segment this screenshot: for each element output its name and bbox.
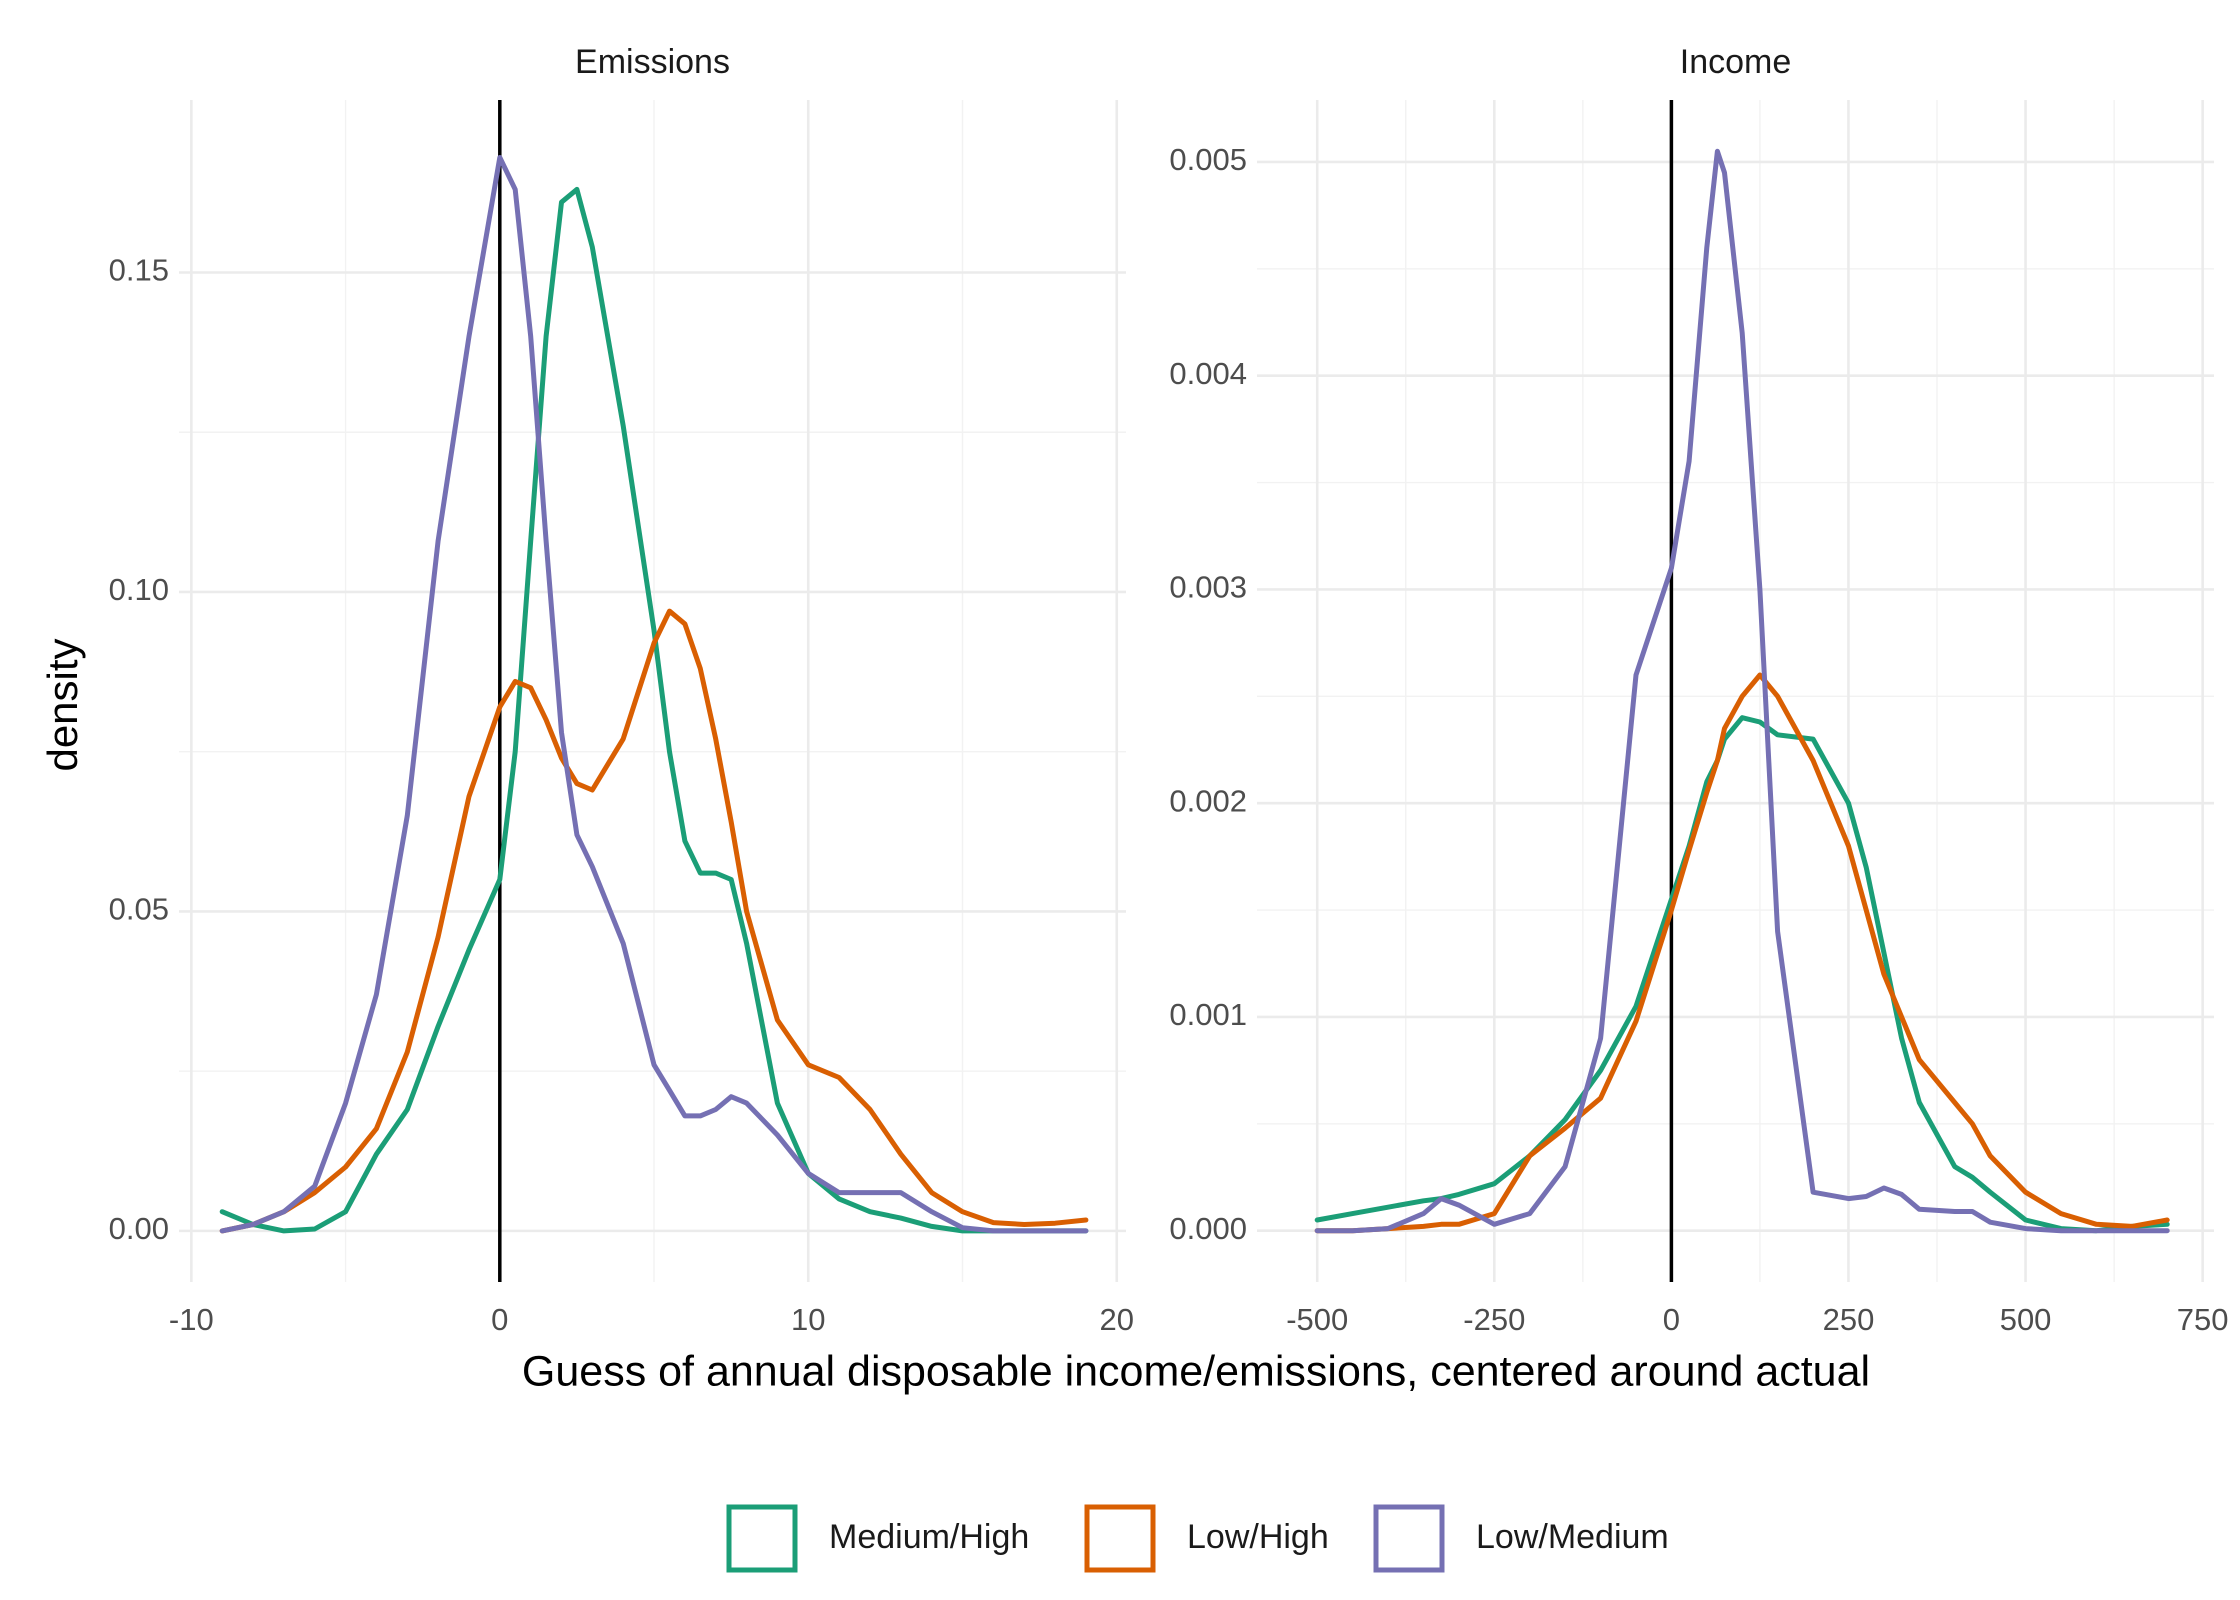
y-tick-label: 0.15 [109, 253, 169, 288]
y-tick-label: 0.003 [1169, 570, 1247, 605]
x-tick-label: 10 [791, 1302, 825, 1337]
legend-swatch [726, 1504, 798, 1573]
density-line [1314, 715, 2170, 1234]
y-tick-label: 0.001 [1169, 997, 1247, 1032]
y-tick-label: 0.000 [1169, 1211, 1247, 1246]
legend-label: Medium/High [829, 1518, 1029, 1556]
y-tick-label: 0.004 [1169, 356, 1247, 391]
legend-swatch [1084, 1504, 1156, 1573]
density-line [1314, 672, 2170, 1234]
density-line [1314, 148, 2170, 1234]
density-line [219, 186, 1089, 1234]
x-axis-label: Guess of annual disposable income/emissi… [522, 1347, 1870, 1395]
legend-swatch [1373, 1504, 1445, 1573]
x-tick-label: 0 [1663, 1302, 1680, 1337]
x-tick-label: 20 [1100, 1302, 1134, 1337]
x-tick-label: -500 [1286, 1302, 1348, 1337]
x-tick-label: 500 [2000, 1302, 2052, 1337]
panel-title: Emissions [575, 43, 730, 81]
y-axis-label: density [39, 638, 86, 771]
density-line [219, 608, 1089, 1234]
x-tick-label: -250 [1463, 1302, 1525, 1337]
x-tick-label: 250 [1823, 1302, 1875, 1337]
density-line [219, 155, 1089, 1234]
x-tick-label: -10 [169, 1302, 214, 1337]
x-tick-label: 750 [2177, 1302, 2229, 1337]
legend-label: Low/Medium [1476, 1518, 1669, 1556]
legend-label: Low/High [1187, 1518, 1329, 1556]
y-tick-label: 0.05 [109, 892, 169, 927]
y-tick-label: 0.005 [1169, 142, 1247, 177]
panel-title: Income [1680, 43, 1792, 81]
y-tick-label: 0.002 [1169, 783, 1247, 818]
x-tick-label: 0 [491, 1302, 508, 1337]
y-tick-label: 0.10 [109, 572, 169, 607]
y-tick-label: 0.00 [109, 1211, 169, 1246]
